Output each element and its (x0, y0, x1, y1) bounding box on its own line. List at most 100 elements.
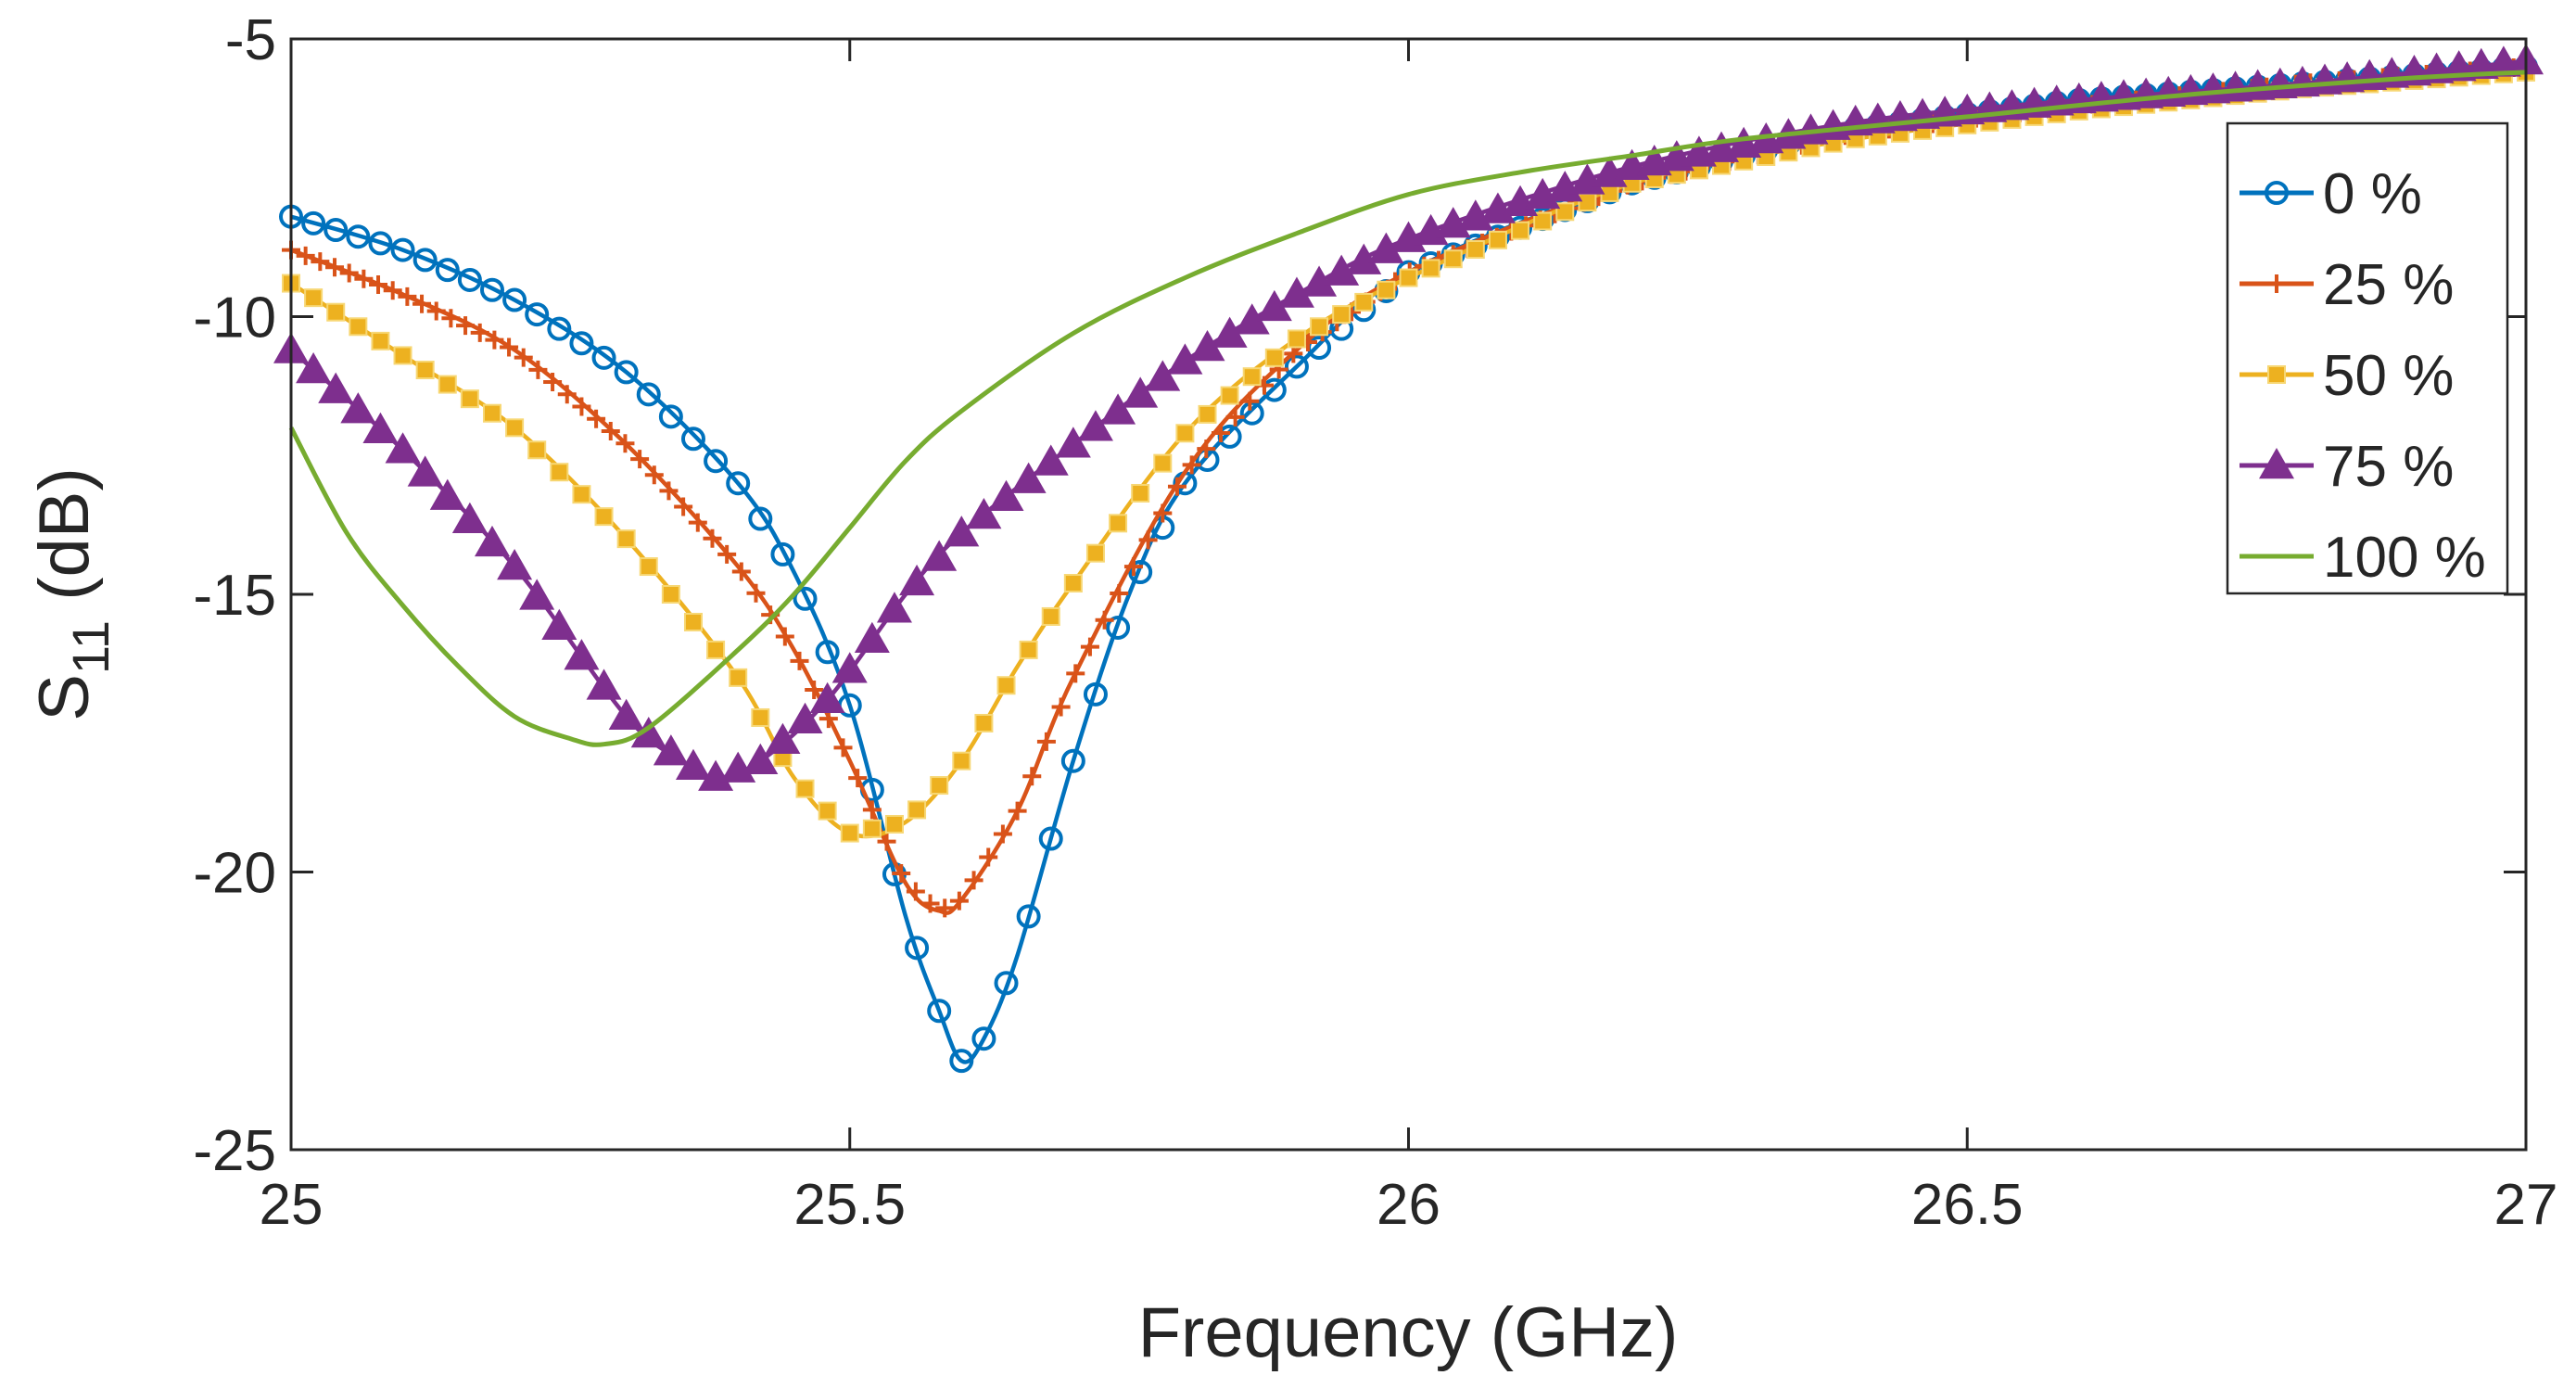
series-marker (1106, 615, 1131, 640)
series-marker (675, 748, 711, 780)
series-marker (1225, 407, 1245, 427)
series-marker (543, 373, 563, 392)
series-marker (415, 361, 435, 380)
series-marker (720, 751, 756, 783)
series-marker (831, 652, 868, 683)
series-marker (658, 404, 683, 429)
series-marker (921, 540, 958, 571)
series-marker (572, 485, 591, 504)
series-marker (326, 302, 346, 322)
series-marker (1346, 243, 1382, 274)
series-marker (748, 506, 773, 531)
series-marker (1083, 681, 1108, 707)
series-marker (547, 316, 572, 341)
series-marker (1301, 265, 1338, 297)
series-marker (630, 450, 650, 469)
y-tick-label: -10 (193, 287, 276, 350)
series-marker (1100, 393, 1136, 425)
series-marker (505, 418, 525, 438)
series-marker (1123, 557, 1143, 577)
series-marker (339, 263, 359, 283)
series-marker (731, 562, 751, 581)
series-marker (318, 372, 354, 403)
series-marker (354, 269, 374, 288)
series-marker (1211, 424, 1230, 443)
series-marker (502, 287, 527, 312)
series-marker (346, 224, 371, 249)
series-4 (288, 70, 2527, 747)
series-marker (892, 863, 911, 883)
series-marker (390, 237, 415, 262)
series-marker (793, 586, 818, 611)
series-marker (456, 316, 476, 336)
series-marker (1077, 410, 1113, 441)
series-marker (1131, 483, 1150, 503)
series-marker (412, 294, 432, 313)
series-marker (608, 698, 644, 731)
series-marker (1128, 560, 1153, 585)
series-marker (680, 427, 705, 452)
series-marker (770, 541, 795, 567)
series-marker (683, 612, 703, 631)
series-marker (385, 432, 421, 464)
series-marker (1354, 292, 1374, 312)
series-marker (429, 478, 465, 510)
series-marker (996, 676, 1016, 695)
series-marker (1153, 503, 1173, 523)
series-marker (1488, 230, 1507, 249)
series-marker (296, 352, 332, 384)
series-marker (906, 882, 925, 901)
series-marker (1421, 259, 1440, 278)
series-marker (514, 348, 533, 367)
series-marker (994, 971, 1019, 996)
y-tick-label: -15 (193, 564, 276, 628)
y-axis-label-subscript: 11 (61, 620, 120, 674)
series-marker (457, 267, 482, 292)
series-marker (688, 513, 707, 532)
series-marker (572, 397, 591, 416)
series-marker (927, 999, 952, 1024)
y-tick-label: -20 (193, 842, 276, 906)
series-marker (1019, 640, 1038, 659)
series-marker (1377, 280, 1396, 299)
series-marker (639, 557, 658, 577)
x-tick-label: 26 (1377, 1173, 1440, 1237)
series-marker (1175, 424, 1195, 443)
legend-entry: 75 % (2240, 435, 2454, 499)
series-marker (674, 497, 693, 516)
series-marker (703, 528, 722, 548)
series-marker (616, 529, 636, 549)
legend-entry: 50 % (2240, 344, 2454, 408)
series-marker (1324, 254, 1360, 286)
series-marker (884, 814, 904, 834)
series-marker (1234, 303, 1270, 335)
series-marker (1033, 444, 1069, 476)
series-marker (497, 549, 533, 580)
series-marker (726, 471, 751, 496)
x-tick-label: 27 (2494, 1173, 2558, 1237)
series-marker (944, 516, 980, 547)
series-marker (848, 769, 868, 788)
series-line (288, 70, 2527, 747)
series-marker (905, 936, 930, 961)
series-marker (751, 707, 770, 727)
series-marker (1212, 316, 1248, 348)
x-tick-label: 26.5 (1911, 1173, 2024, 1237)
series-marker (698, 759, 734, 791)
series-marker (500, 337, 519, 357)
series-marker (1443, 249, 1463, 269)
series-marker (441, 309, 461, 328)
series-marker (451, 502, 488, 533)
series-marker (742, 743, 779, 774)
series-marker (541, 608, 577, 640)
series-marker (362, 412, 399, 443)
series-marker (815, 640, 840, 665)
series-marker (790, 651, 809, 670)
series-marker (988, 479, 1024, 512)
series-marker (594, 507, 614, 527)
legend-label: 50 % (2323, 344, 2454, 408)
series-marker (1533, 211, 1553, 231)
series-marker (485, 330, 504, 350)
series-marker (393, 346, 412, 365)
